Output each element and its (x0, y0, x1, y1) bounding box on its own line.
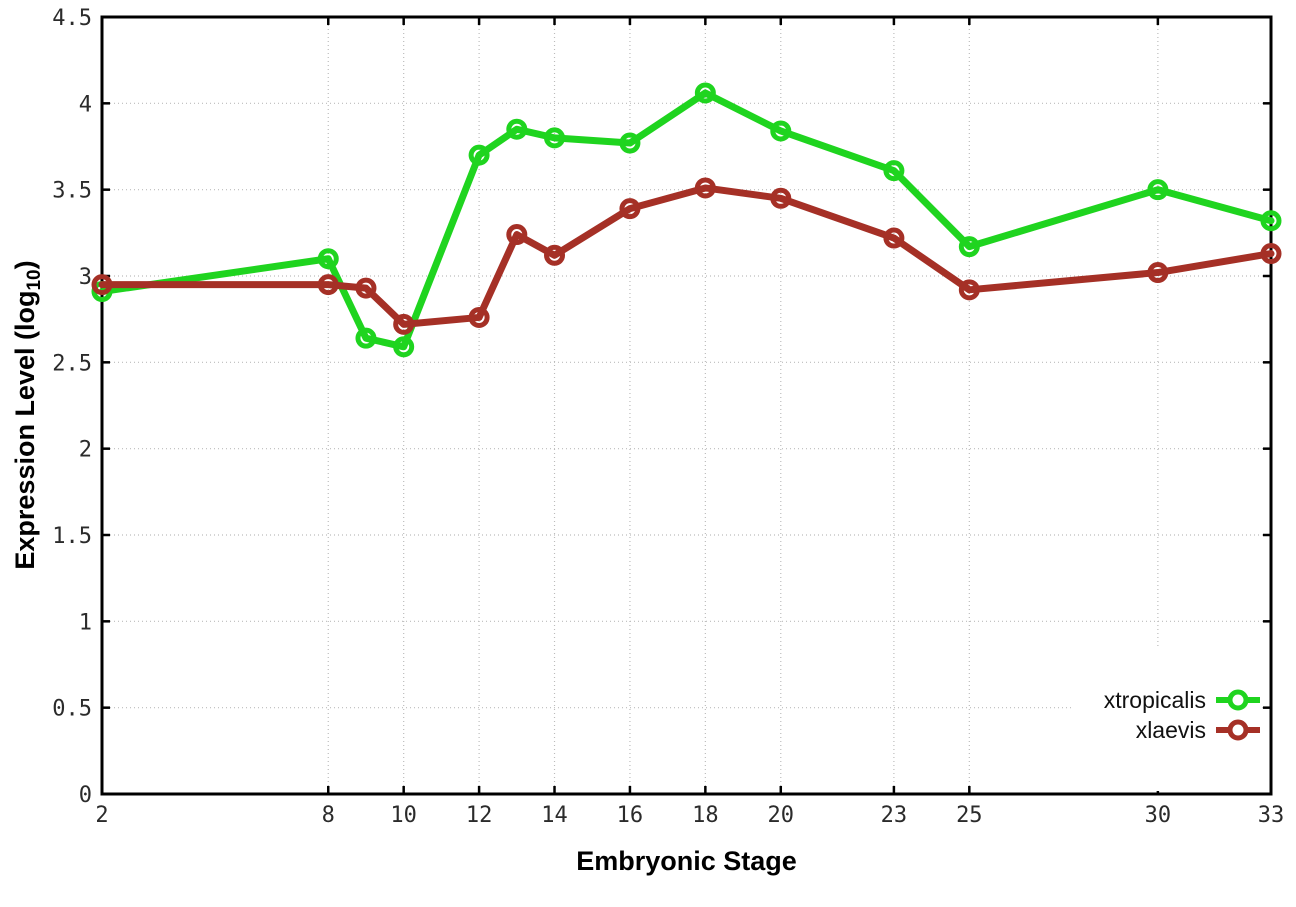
x-tick-label-2: 2 (95, 803, 108, 828)
x-axis-title: Embryonic Stage (576, 846, 797, 876)
data-point-xlaevis-stage-18 (694, 177, 716, 199)
x-tick-label-10: 10 (390, 803, 417, 828)
y-axis-title-subscript: 10 (24, 269, 46, 291)
x-tick-label-16: 16 (617, 803, 644, 828)
data-point-xtropicalis-stage-33 (1260, 210, 1282, 232)
data-point-xtropicalis-stage-18 (694, 82, 716, 104)
data-point-xtropicalis-stage-23 (883, 160, 905, 182)
data-point-xlaevis-stage-13 (506, 224, 528, 246)
x-tick-label-33: 33 (1258, 803, 1285, 828)
data-point-xtropicalis-stage-12 (468, 144, 490, 166)
data-point-xlaevis-stage-9 (355, 277, 377, 299)
legend-entry-xlaevis: xlaevis (1136, 717, 1262, 743)
y-tick-label-0.5: 0.5 (52, 697, 92, 722)
data-point-xtropicalis-stage-10 (393, 336, 415, 358)
y-tick-label-3: 3 (79, 265, 92, 290)
data-point-xtropicalis-stage-14 (544, 127, 566, 149)
y-tick-label-1.5: 1.5 (52, 524, 92, 549)
legend: xtropicalis xlaevis (1072, 646, 1262, 791)
y-tick-label-3.5: 3.5 (52, 179, 92, 204)
data-point-xtropicalis-stage-8 (317, 248, 339, 270)
y-axis-title: Expression Level (log10) (10, 260, 46, 569)
x-tick-label-8: 8 (322, 803, 335, 828)
legend-marker-xlaevis-icon (1216, 719, 1260, 741)
data-point-xlaevis-stage-23 (883, 227, 905, 249)
data-point-xlaevis-stage-30 (1147, 262, 1169, 284)
data-point-xtropicalis-stage-13 (506, 118, 528, 140)
y-tick-label-4.5: 4.5 (52, 6, 92, 31)
data-point-xtropicalis-stage-9 (355, 327, 377, 349)
legend-label-xtropicalis: xtropicalis (1103, 687, 1206, 713)
x-tick-label-20: 20 (768, 803, 795, 828)
data-point-xtropicalis-stage-20 (770, 120, 792, 142)
x-tick-label-18: 18 (692, 803, 719, 828)
x-tick-label-12: 12 (466, 803, 493, 828)
x-tick-label-25: 25 (956, 803, 983, 828)
x-tick-label-30: 30 (1145, 803, 1172, 828)
legend-entry-xtropicalis: xtropicalis (1104, 687, 1262, 713)
data-point-xlaevis-stage-12 (468, 306, 490, 328)
plot-border (100, 15, 1273, 796)
data-point-xtropicalis-stage-30 (1147, 179, 1169, 201)
y-axis-title-close: ) (9, 260, 40, 270)
data-point-xtropicalis-stage-16 (619, 132, 641, 154)
data-point-xlaevis-stage-14 (544, 244, 566, 266)
x-tick-label-14: 14 (541, 803, 568, 828)
data-point-xlaevis-stage-20 (770, 187, 792, 209)
y-tick-label-2.5: 2.5 (52, 351, 92, 376)
data-point-xlaevis-stage-25 (958, 279, 980, 301)
data-point-xlaevis-stage-16 (619, 198, 641, 220)
y-tick-label-0: 0 (79, 783, 92, 808)
data-point-xlaevis-stage-2 (91, 274, 113, 296)
data-point-xtropicalis-stage-25 (958, 236, 980, 258)
y-tick-label-1: 1 (79, 610, 92, 635)
data-point-xlaevis-stage-10 (393, 313, 415, 335)
data-point-xlaevis-stage-33 (1260, 243, 1282, 265)
x-tick-label-23: 23 (881, 803, 908, 828)
y-tick-label-2: 2 (79, 438, 92, 463)
series-line-xtropicalis (98, 89, 1275, 351)
legend-label-xlaevis: xlaevis (1135, 717, 1206, 743)
data-point-xlaevis-stage-8 (317, 274, 339, 296)
legend-marker-xtropicalis-icon (1216, 689, 1260, 711)
y-tick-label-4: 4 (79, 92, 92, 117)
y-axis-title-text: Expression Level (log (9, 290, 40, 570)
